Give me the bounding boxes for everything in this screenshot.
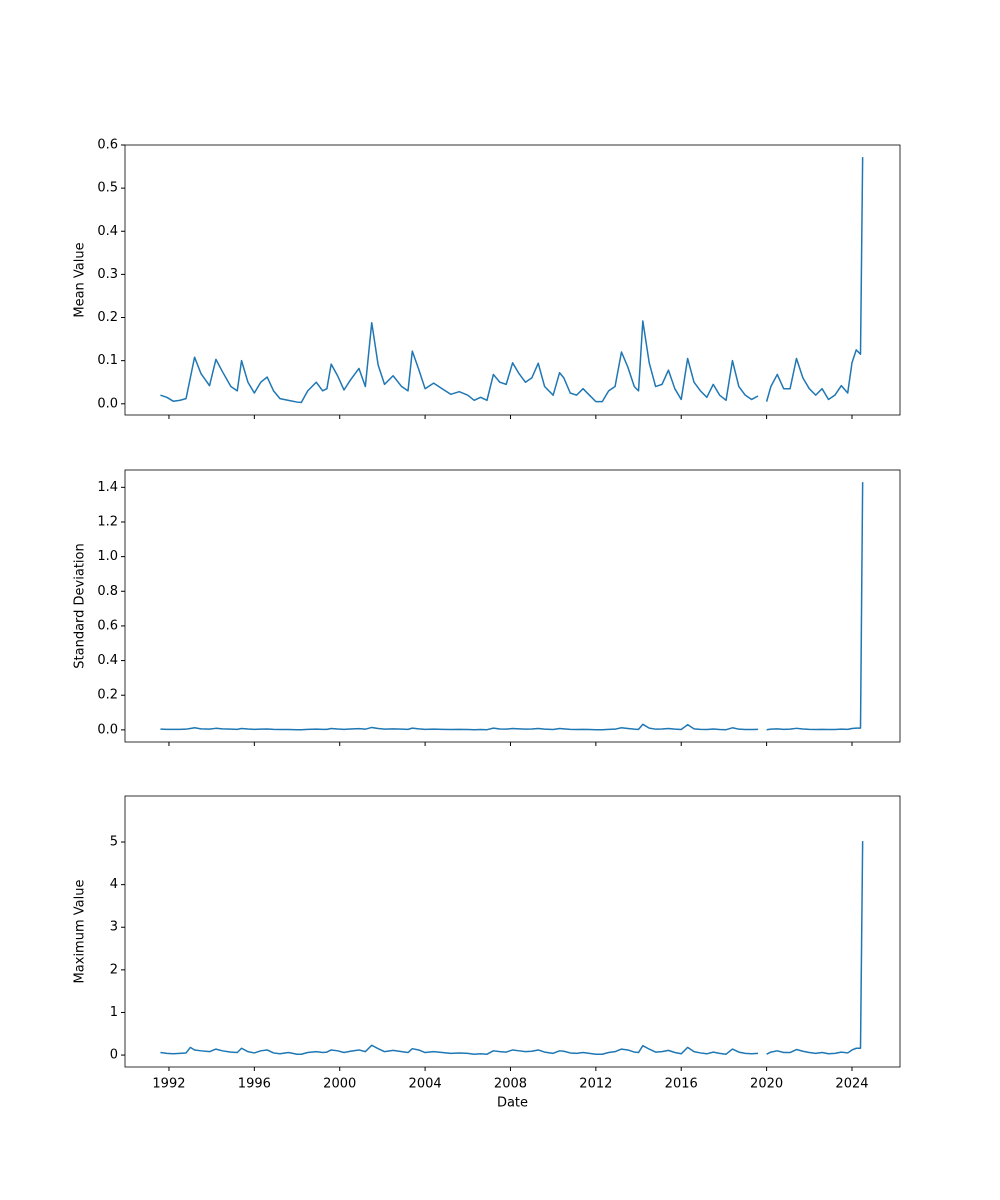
x-axis-label: Date xyxy=(497,1096,528,1111)
data-line xyxy=(160,157,864,404)
y-tick-label: 0 xyxy=(110,1048,118,1063)
axes-frame xyxy=(124,795,901,1068)
x-tick-label: 2020 xyxy=(750,1077,783,1092)
y-tick-label: 0.0 xyxy=(97,396,118,411)
y-tick-label: 2 xyxy=(110,962,118,977)
y-tick-label: 3 xyxy=(110,920,118,935)
data-line xyxy=(160,841,864,1055)
y-tick-label: 0.4 xyxy=(97,653,118,668)
y-tick-label: 0.1 xyxy=(97,353,118,368)
y-tick-label: 0.8 xyxy=(97,584,118,599)
y-tick-label: 0.6 xyxy=(97,618,118,633)
y-tick-label: 0.5 xyxy=(97,181,118,196)
x-tick-label: 1996 xyxy=(238,1077,271,1092)
y-tick-label: 1.0 xyxy=(97,549,118,564)
data-line xyxy=(160,482,864,731)
y-axis-label: Maximum Value xyxy=(73,880,88,984)
y-tick-label: 4 xyxy=(110,877,118,892)
axes-frame xyxy=(124,144,901,416)
x-tick-label: 2024 xyxy=(835,1077,868,1092)
y-axis-label: Standard Deviation xyxy=(73,543,88,668)
x-tick-label: 1992 xyxy=(152,1077,185,1092)
x-tick-label: 2008 xyxy=(494,1077,527,1092)
y-tick-label: 1.4 xyxy=(97,480,118,495)
y-tick-label: 0.2 xyxy=(97,310,118,325)
y-tick-label: 0.0 xyxy=(97,722,118,737)
y-tick-label: 0.6 xyxy=(97,138,118,153)
x-tick-label: 2016 xyxy=(665,1077,698,1092)
y-tick-label: 0.3 xyxy=(97,267,118,282)
x-tick-label: 2000 xyxy=(323,1077,356,1092)
y-tick-label: 0.4 xyxy=(97,224,118,239)
y-tick-label: 0.2 xyxy=(97,688,118,703)
y-axis-label: Mean Value xyxy=(73,242,88,317)
y-tick-label: 5 xyxy=(110,835,118,850)
y-tick-label: 1.2 xyxy=(97,514,118,529)
x-tick-label: 2012 xyxy=(579,1077,612,1092)
y-tick-label: 1 xyxy=(110,1005,118,1020)
x-tick-label: 2004 xyxy=(409,1077,442,1092)
axes-frame xyxy=(124,469,901,743)
